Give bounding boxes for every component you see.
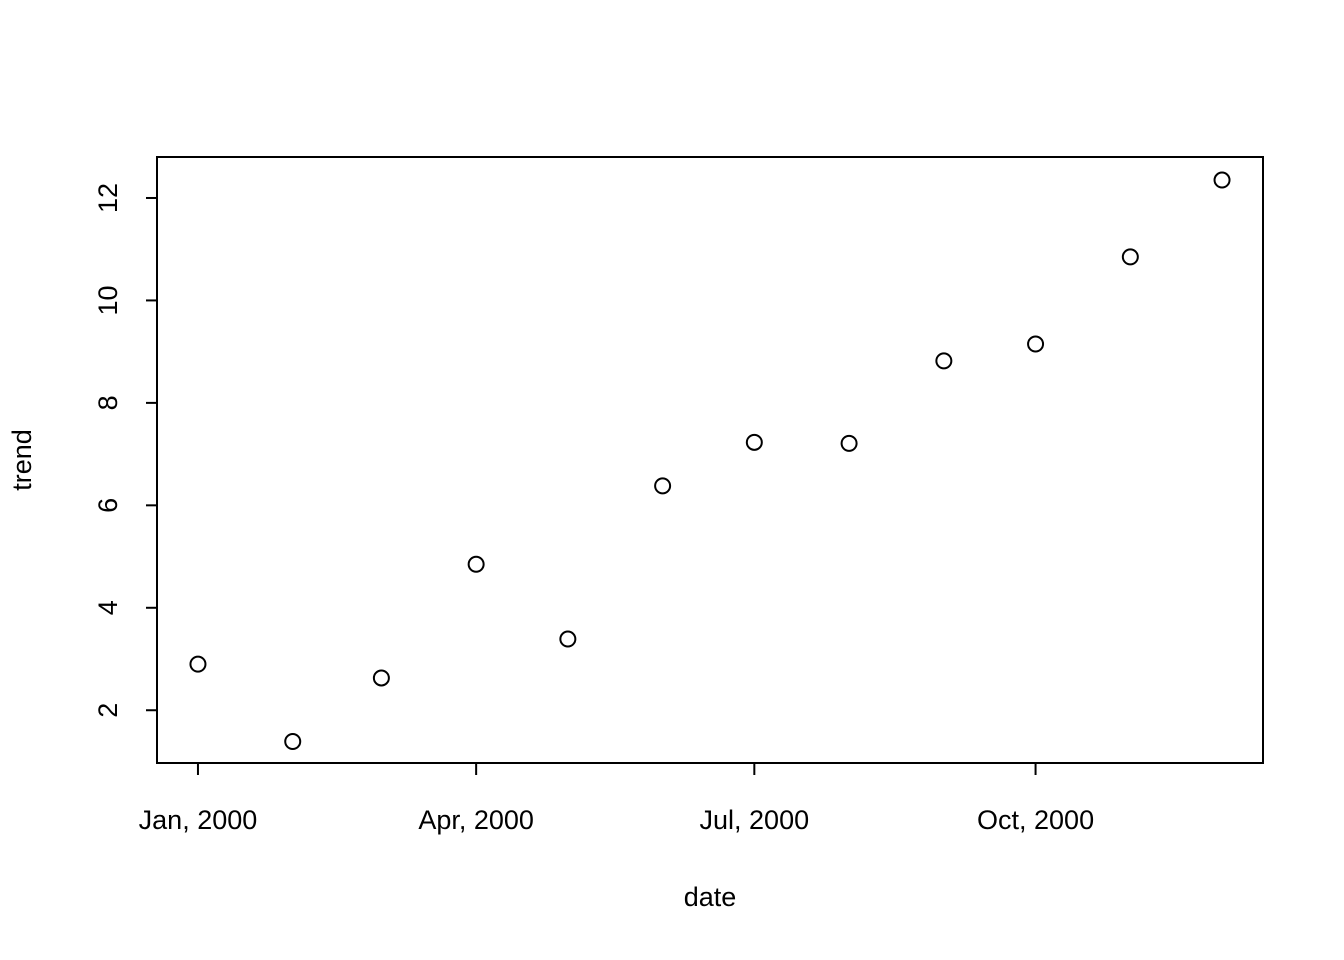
x-tick-label: Jan, 2000 (139, 805, 258, 835)
point (372, 669, 390, 687)
point (559, 630, 577, 648)
point (1027, 335, 1045, 353)
point (745, 433, 763, 451)
point (284, 732, 302, 750)
x-axis-label: date (684, 882, 737, 912)
point (467, 555, 485, 573)
x-tick-label: Apr, 2000 (418, 805, 534, 835)
x-tick-label: Jul, 2000 (700, 805, 810, 835)
point (935, 352, 953, 370)
point (1121, 248, 1139, 266)
plot-frame (156, 156, 1264, 764)
y-axis-label: trend (7, 429, 37, 491)
y-tick-label: 2 (93, 703, 123, 718)
point (840, 434, 858, 452)
x-tick-label: Oct, 2000 (977, 805, 1094, 835)
y-tick-label: 12 (93, 183, 123, 213)
y-tick-label: 8 (93, 395, 123, 410)
point (189, 655, 207, 673)
y-tick-label: 10 (93, 285, 123, 315)
point (654, 477, 672, 495)
y-tick-label: 6 (93, 498, 123, 513)
point (1213, 171, 1231, 189)
y-tick-label: 4 (93, 600, 123, 615)
